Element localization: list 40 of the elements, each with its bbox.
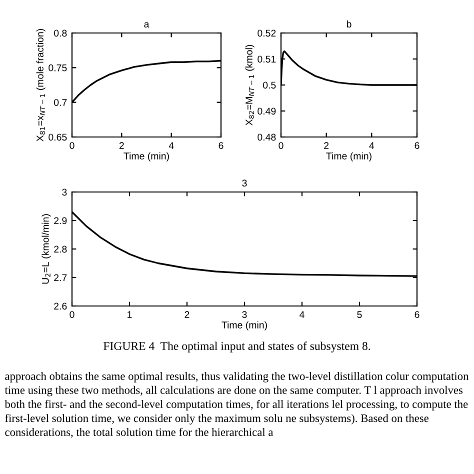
x-tick-label: 3 — [242, 311, 247, 318]
x-tick-label: 6 — [218, 142, 224, 149]
x-tick-label: 0 — [278, 142, 284, 149]
x-tick-label: 6 — [414, 311, 420, 318]
y-tick-label: 0.8 — [54, 30, 67, 37]
x-tick-label: 0 — [70, 142, 74, 149]
x-tick-label: 0 — [70, 311, 74, 318]
x-tick-label: 4 — [168, 142, 174, 149]
chart-title: 3 — [242, 180, 247, 187]
caption: FIGURE 4 The optimal input and states of subsystem 8. — [103, 342, 370, 352]
y-axis-title: X$_{82}$=M$_{NT−1}$ (kmol) — [245, 44, 254, 126]
y-tick-label: 0.7 — [54, 99, 67, 106]
chart-title: a — [144, 22, 150, 28]
x-tick-label: 2 — [324, 142, 329, 149]
x-tick-label: 2 — [119, 142, 124, 149]
y-tick-label: 0.48 — [258, 134, 276, 141]
x-axis-title: Time (min) — [326, 152, 372, 162]
y-axis-title: X$_{81}$=x$_{NT−1}$ (mole fraction) — [36, 29, 46, 142]
x-axis-title: Time (min) — [222, 321, 267, 330]
x-tick-label: 5 — [357, 311, 362, 318]
y-tick-label: 2.9 — [54, 217, 67, 224]
y-tick-label: 2.7 — [54, 274, 67, 282]
y-tick-label: 0.51 — [258, 56, 276, 63]
chart-title: b — [346, 20, 352, 28]
text: approach obtains the same optimal results, thus validating the two-level distillation colur computation time using these two methods, all calculations are done on the same computer. T l approach involves both the first- and the second-level computation times, for all iterations lel processing, to compute the first-level solution time, we consider only the maximum solu ne subsystems). Based on these considerations, the total solution time for the hierarchical a — [4, 372, 469, 438]
x-tick-label: 4 — [369, 142, 374, 149]
y-tick-label: 0.75 — [48, 64, 67, 72]
y-tick-label: 2.8 — [54, 246, 67, 253]
y-tick-label: 3 — [62, 188, 67, 196]
x-tick-label: 6 — [414, 142, 420, 149]
y-tick-label: 2.6 — [54, 302, 67, 310]
x-tick-label: 4 — [300, 311, 304, 318]
x-tick-label: 2 — [184, 311, 190, 318]
y-tick-label: 0.5 — [263, 82, 276, 89]
y-axis-title: U$_{2}$=L (kmol/min) — [42, 214, 51, 284]
y-tick-label: 0.49 — [258, 108, 276, 115]
y-tick-label: 0.65 — [48, 134, 67, 141]
x-tick-label: 1 — [128, 311, 132, 318]
y-tick-label: 0.52 — [258, 30, 276, 37]
x-axis-title: Time (min) — [124, 152, 169, 162]
